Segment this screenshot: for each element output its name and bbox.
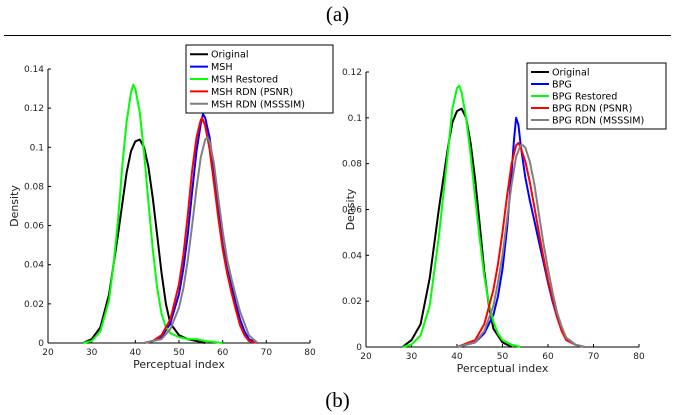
legend-label: BPG [552, 80, 572, 91]
x-tick-label: 60 [542, 352, 554, 362]
x-tick-label: 40 [130, 348, 142, 358]
y-tick-label: 0.04 [342, 251, 362, 261]
caption-a: (a) [325, 2, 350, 26]
y-tick-label: 0.02 [342, 297, 362, 307]
y-tick-label: 0.08 [342, 160, 362, 170]
legend-label: MSH RDN (MSSSIM) [211, 99, 305, 110]
x-tick-label: 80 [304, 348, 316, 358]
legend-label: Original [211, 50, 249, 61]
y-tick-label: 0.1 [348, 114, 362, 124]
legend-label: Original [552, 68, 590, 79]
series-line-bpg-rdn-psnr [456, 142, 585, 348]
y-tick-label: 0.06 [342, 206, 362, 216]
x-tick-label: 70 [588, 352, 600, 362]
series-line-bpg-restored [402, 84, 521, 348]
x-tick-label: 80 [633, 352, 645, 362]
series-line-msh-rdn-msssim [143, 136, 259, 344]
series-line-msh-rdn-psnr [143, 116, 258, 344]
x-tick-label: 30 [406, 352, 418, 362]
legend-box [526, 62, 667, 130]
series-line-bpg [456, 116, 585, 348]
separator-line [4, 35, 671, 36]
x-axis-label: Perceptual index [133, 358, 225, 371]
x-tick-label: 30 [86, 348, 98, 358]
series-line-msh-restored [82, 83, 223, 344]
y-tick-label: 0.06 [24, 222, 44, 232]
x-tick-label: 50 [173, 348, 185, 358]
y-tick-label: 0.1 [30, 143, 44, 153]
legend-label: BPG Restored [552, 92, 617, 103]
series-line-bpg-rdn-msssim [456, 144, 585, 348]
x-tick-label: 60 [217, 348, 229, 358]
x-tick-label: 20 [42, 348, 54, 358]
y-axis-label: Density [8, 185, 21, 227]
legend-label: BPG RDN (MSSSIM) [552, 116, 644, 127]
legend-box [185, 44, 334, 114]
y-tick-label: 0.14 [24, 65, 44, 75]
legend-label: MSH Restored [211, 75, 278, 86]
y-tick-label: 0.04 [24, 261, 44, 271]
x-axis-label: Perceptual index [457, 362, 549, 375]
x-tick-label: 40 [451, 352, 463, 362]
legend-label: MSH [211, 62, 233, 73]
x-tick-label: 20 [360, 352, 372, 362]
y-tick-label: 0 [356, 343, 362, 353]
y-tick-label: 0.12 [24, 104, 44, 114]
y-tick-label: 0.08 [24, 182, 44, 192]
y-tick-label: 0.02 [24, 300, 44, 310]
x-tick-label: 70 [261, 348, 273, 358]
x-tick-label: 50 [497, 352, 509, 362]
legend-label: MSH RDN (PSNR) [211, 87, 293, 98]
chart-2: 20 30 40 50 60 70 80 0 0.02 0.04 0.06 0.08 0.1 0.12 Pe… [342, 62, 667, 375]
caption-b: (b) [325, 388, 350, 412]
chart-1: 20 30 40 50 60 70 80 0 0.02 0.04 0.06 0.08 0.1 0.12 0.… [8, 44, 334, 371]
series-line-msh [143, 113, 259, 344]
y-tick-label: 0 [38, 339, 44, 349]
y-tick-label: 0.12 [342, 68, 362, 78]
legend-label: BPG RDN (PSNR) [552, 104, 632, 115]
y-axis-label: Density [344, 188, 357, 230]
